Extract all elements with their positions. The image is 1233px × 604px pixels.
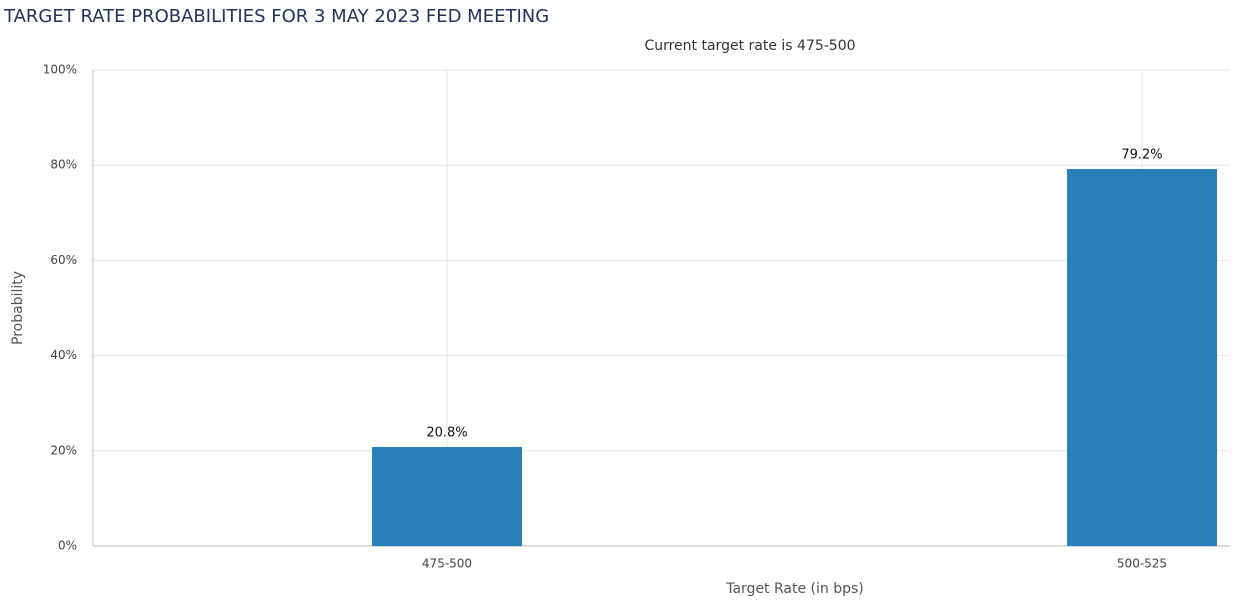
y-tick-label: 60% — [50, 253, 77, 267]
chart-subtitle: Current target rate is 475-500 — [644, 38, 855, 54]
y-tick-label: 80% — [50, 158, 77, 172]
x-axis-title: Target Rate (in bps) — [725, 581, 864, 597]
x-tick-label: 500-525 — [1117, 557, 1167, 571]
bar — [1067, 169, 1217, 546]
y-tick-label: 40% — [50, 348, 77, 362]
chart-title: TARGET RATE PROBABILITIES FOR 3 MAY 2023… — [3, 6, 549, 27]
y-axis-title: Probability — [10, 271, 26, 345]
y-tick-label: 20% — [50, 443, 77, 457]
x-tick-label: 475-500 — [422, 557, 472, 571]
data-label: 79.2% — [1121, 148, 1162, 163]
data-label: 20.8% — [426, 425, 467, 440]
bar — [372, 446, 522, 546]
y-tick-label: 100% — [43, 63, 77, 77]
y-tick-label: 0% — [58, 539, 77, 553]
